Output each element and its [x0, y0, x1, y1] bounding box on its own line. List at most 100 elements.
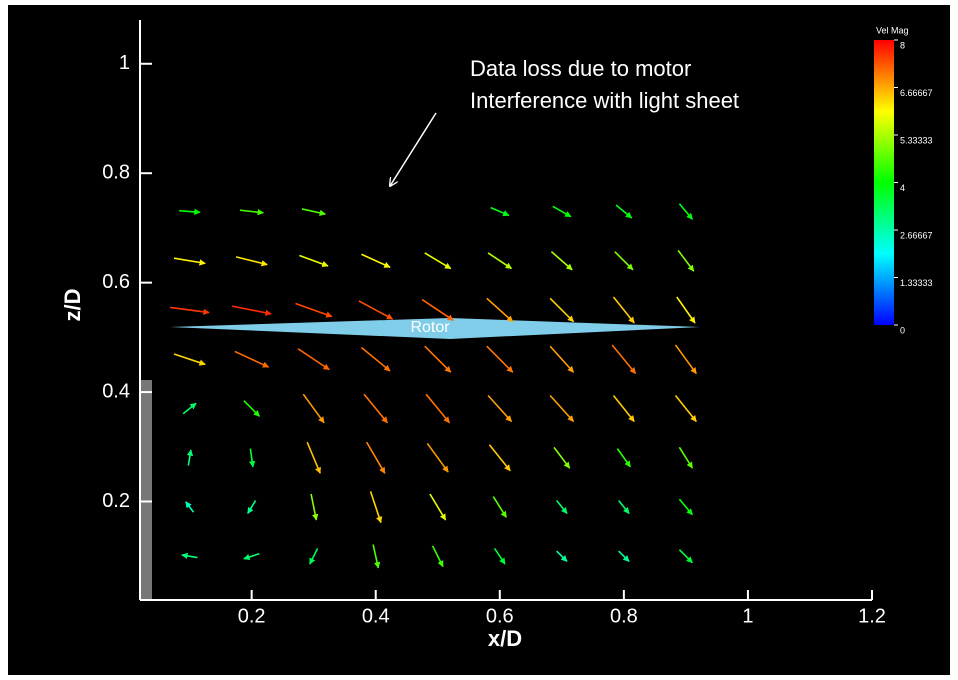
y-tick-label: 1 — [119, 52, 130, 74]
y-axis-label: z/D — [60, 289, 85, 322]
vector-arrow — [306, 441, 321, 474]
vector-arrow — [186, 449, 194, 466]
vector-arrow — [556, 499, 568, 514]
vector-arrow — [239, 208, 264, 216]
background — [8, 5, 950, 675]
vector-arrow — [248, 448, 256, 468]
colorbar-tick-label: 1.33333 — [900, 278, 933, 288]
vector-arrow — [372, 544, 381, 569]
vector-arrow — [185, 501, 195, 513]
vector-arrow — [181, 552, 198, 560]
vector-arrow — [234, 350, 270, 368]
colorbar-title: Vel Mag — [876, 25, 909, 35]
vector-arrow — [173, 353, 206, 366]
vector-arrow — [301, 208, 327, 216]
vector-arrow — [299, 254, 329, 267]
y-tick-label: 0.4 — [102, 380, 130, 402]
vector-arrow — [552, 205, 572, 218]
vector-arrow — [487, 394, 513, 423]
vector-arrow — [182, 402, 197, 415]
vector-arrow — [493, 547, 506, 565]
vector-arrow — [297, 348, 330, 371]
vector-arrow — [486, 297, 514, 323]
vector-arrow — [232, 305, 272, 316]
x-tick-label: 1 — [742, 605, 753, 627]
rotor-label: Rotor — [410, 319, 450, 336]
vector-arrow — [549, 394, 575, 423]
rotor — [170, 318, 700, 339]
vector-arrow — [243, 400, 261, 417]
annotation-arrow — [390, 112, 437, 186]
vector-arrow — [488, 444, 511, 472]
vector-arrow — [243, 552, 260, 561]
vector-arrow — [361, 253, 391, 268]
wall — [140, 380, 152, 600]
vector-arrow — [618, 499, 630, 514]
vector-arrow — [674, 394, 697, 422]
vector-arrow — [486, 345, 514, 373]
vector-arrow — [424, 345, 452, 373]
vector-arrow — [611, 344, 637, 375]
vector-arrow — [618, 550, 630, 562]
vector-arrow — [487, 252, 513, 270]
vector-arrow — [421, 298, 454, 322]
vector-arrow — [369, 491, 383, 524]
vector-arrow — [431, 545, 444, 568]
vector-arrow — [549, 297, 575, 323]
vector-arrow — [612, 296, 635, 324]
vector-arrow — [173, 257, 206, 266]
vector-arrow — [678, 203, 694, 220]
x-tick-label: 0.8 — [610, 605, 638, 627]
colorbar-tick-label: 4 — [900, 183, 905, 193]
colorbar-tick-label: 6.66667 — [900, 88, 933, 98]
colorbar-tick-label: 5.33333 — [900, 135, 933, 145]
annotation: Interference with light sheet — [470, 88, 739, 113]
vector-arrow — [358, 300, 394, 320]
x-tick-label: 1.2 — [858, 605, 886, 627]
vector-arrow — [365, 441, 386, 474]
y-tick-label: 0.6 — [102, 271, 130, 293]
vector-arrow — [556, 550, 568, 562]
vector-arrow — [179, 208, 201, 216]
vector-arrow — [676, 296, 696, 324]
x-tick-label: 0.2 — [238, 605, 266, 627]
colorbar-tick-label: 2.66667 — [900, 230, 933, 240]
vector-arrow — [170, 306, 210, 316]
vector-arrow — [550, 251, 573, 271]
vector-arrow — [674, 344, 697, 375]
colorbar — [874, 40, 894, 325]
x-tick-label: 0.4 — [362, 605, 390, 627]
vector-arrow — [678, 446, 694, 469]
colorbar-tick-label: 8 — [900, 40, 905, 50]
vector-arrow — [309, 548, 319, 565]
vector-arrow — [247, 500, 257, 515]
vector-arrow — [363, 393, 389, 424]
vector-arrow — [295, 302, 333, 318]
y-tick-label: 0.2 — [102, 490, 130, 512]
annotation: Data loss due to motor — [470, 56, 691, 81]
x-axis-label: x/D — [488, 626, 522, 651]
colorbar-tick-label: 0 — [900, 325, 905, 335]
vector-arrow — [426, 442, 449, 473]
vector-arrow — [614, 251, 634, 271]
vector-arrow — [678, 498, 694, 516]
x-tick-label: 0.6 — [486, 605, 514, 627]
vector-arrow — [360, 346, 391, 372]
vector-arrow — [549, 345, 575, 373]
vector-arrow — [235, 256, 268, 267]
vector-arrow — [425, 393, 451, 424]
vector-arrow — [678, 549, 693, 564]
vector-arrow — [302, 393, 325, 424]
vector-arrow — [492, 496, 507, 518]
vector-arrow — [429, 493, 447, 521]
vector-arrow — [677, 249, 695, 272]
vector-arrow — [424, 252, 452, 270]
vector-arrow — [615, 204, 633, 219]
vector-arrow — [490, 206, 510, 217]
vector-arrow — [553, 446, 571, 469]
y-tick-label: 0.8 — [102, 161, 130, 183]
vector-arrow — [310, 493, 319, 521]
vector-arrow — [616, 448, 632, 468]
